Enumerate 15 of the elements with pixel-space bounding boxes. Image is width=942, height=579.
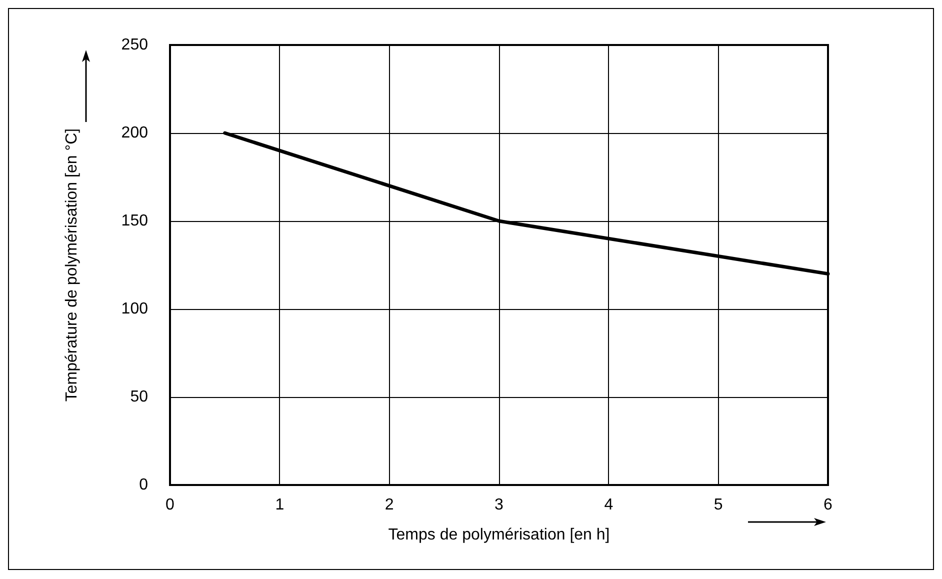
y-tick-label: 50: [130, 388, 148, 406]
y-tick-label: 150: [121, 212, 148, 230]
x-tick-label: 3: [494, 496, 504, 514]
x-tick-label: 1: [275, 496, 284, 514]
y-tick-label: 250: [121, 36, 148, 54]
y-tick-label: 100: [121, 300, 148, 318]
x-tick-label: 0: [166, 496, 175, 514]
y-tick-label: 0: [139, 476, 148, 494]
x-tick-label: 4: [604, 496, 614, 514]
x-axis-title: Temps de polymérisation [en h]: [388, 526, 610, 544]
y-axis-title: Température de polymérisation [en °C]: [64, 128, 80, 402]
x-tick-label: 2: [384, 496, 394, 514]
x-tick-label: 6: [824, 496, 833, 514]
x-tick-label: 5: [714, 496, 723, 514]
y-tick-label: 200: [121, 124, 148, 142]
